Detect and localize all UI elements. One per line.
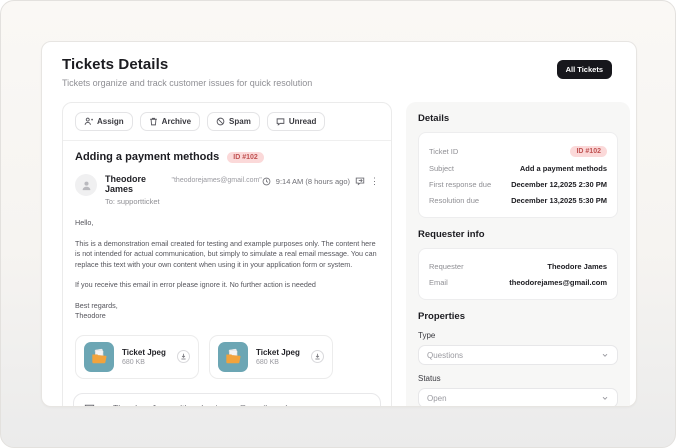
requester-row-email: Email theodorejames@gmail.com <box>429 274 607 290</box>
status-value: Open <box>427 393 447 403</box>
assign-label: Assign <box>97 117 124 126</box>
attachment-meta: Ticket Jpeg 680 KB <box>256 348 303 366</box>
status-label: Status <box>418 374 441 383</box>
properties-section-title: Properties <box>418 311 465 322</box>
attachments-row: Ticket Jpeg 680 KB Ticket Jpeg <box>63 322 391 379</box>
details-panel: Details Ticket ID ID #102 Subject Add a … <box>406 102 630 406</box>
reply-mode-icon[interactable] <box>84 403 95 406</box>
email-signoff-1: Best regards, <box>75 300 118 310</box>
details-section-title: Details <box>418 113 450 124</box>
email-greeting: Hello, <box>75 218 94 227</box>
type-select[interactable]: Questions <box>418 345 618 365</box>
card-header: Tickets Details Tickets organize and tra… <box>42 42 636 94</box>
tickets-details-card: Tickets Details Tickets organize and tra… <box>41 41 637 407</box>
download-icon[interactable] <box>311 350 324 363</box>
email-thread-panel: Assign Archive Spam <box>62 102 392 406</box>
detail-row-first-response: First response due December 12,2025 2:30… <box>429 176 607 192</box>
email-body: Hello, This is a demonstration email cre… <box>63 206 391 322</box>
reply-compose-box[interactable]: Theodore James (theodorejames@gmail.com)… <box>73 392 381 406</box>
folder-files-icon <box>226 348 241 363</box>
reply-icon[interactable] <box>355 176 365 186</box>
row-label: Ticket ID <box>429 146 459 156</box>
attachment-meta: Ticket Jpeg 680 KB <box>122 348 169 366</box>
subject-row: Adding a payment methods ID #102 <box>63 141 391 165</box>
page-subtitle: Tickets organize and track customer issu… <box>62 78 313 88</box>
status-select[interactable]: Open <box>418 388 618 406</box>
content-row: Assign Archive Spam <box>42 94 636 406</box>
page-title: Tickets Details <box>62 56 169 73</box>
email-paragraph-2: If you receive this email in error pleas… <box>75 280 316 289</box>
row-label: First response due <box>429 179 492 189</box>
chevron-down-icon <box>601 394 609 402</box>
thread-toolbar: Assign Archive Spam <box>63 103 391 140</box>
row-label: Resolution due <box>429 195 480 205</box>
to-line: To: supportticket <box>105 197 160 206</box>
attachment-thumbnail-icon <box>218 341 248 372</box>
person-icon <box>82 181 90 190</box>
row-value: December 13,2025 5:30 PM <box>511 195 607 205</box>
unread-button[interactable]: Unread <box>266 112 326 131</box>
email-subject: Adding a payment methods <box>75 151 220 163</box>
mail-meta: 9:14 AM (8 hours ago) ⋮ <box>262 176 379 186</box>
row-label: Requester <box>429 261 464 271</box>
unread-message-icon <box>276 117 285 126</box>
sender-avatar <box>75 174 97 196</box>
download-icon[interactable] <box>177 350 190 363</box>
attachment-size: 680 KB <box>122 358 145 366</box>
attachment-name: Ticket Jpeg <box>122 347 166 357</box>
chevron-down-icon[interactable] <box>100 404 108 406</box>
sender-name: Theodore James <box>105 174 147 194</box>
requester-rows-card: Requester Theodore James Email theodorej… <box>418 248 618 300</box>
compose-header: Theodore James (theodorejames@gmail.com) <box>74 394 380 406</box>
detail-row-subject: Subject Add a payment methods <box>429 160 607 176</box>
spam-block-icon <box>216 117 225 126</box>
type-value: Questions <box>427 350 464 360</box>
folder-files-icon <box>92 348 107 363</box>
row-label: Subject <box>429 163 455 173</box>
clock-icon <box>262 177 271 186</box>
assign-button[interactable]: Assign <box>75 112 133 131</box>
detail-row-resolution: Resolution due December 13,2025 5:30 PM <box>429 192 607 208</box>
ticket-id-badge: ID #102 <box>570 145 607 157</box>
email-paragraph-1: This is a demonstration email created fo… <box>75 238 377 269</box>
attachment-card[interactable]: Ticket Jpeg 680 KB <box>209 334 333 379</box>
toolbar-divider <box>63 140 391 141</box>
email-signoff-2: Theodore <box>75 311 106 320</box>
ticket-id-badge: ID #102 <box>227 151 264 163</box>
assign-person-icon <box>84 117 93 126</box>
row-value: December 12,2025 2:30 PM <box>511 179 607 189</box>
row-value: theodorejames@gmail.com <box>509 277 607 287</box>
chevron-down-icon <box>601 351 609 359</box>
attachment-name: Ticket Jpeg <box>256 347 300 357</box>
row-label: Email <box>429 277 448 287</box>
archive-trash-icon <box>149 117 158 126</box>
attachment-thumbnail-icon <box>84 341 114 372</box>
archive-label: Archive <box>161 117 192 126</box>
attachment-card[interactable]: Ticket Jpeg 680 KB <box>75 334 199 379</box>
requester-section-title: Requester info <box>418 229 485 240</box>
row-value: Add a payment methods <box>519 163 607 173</box>
more-options-icon[interactable]: ⋮ <box>370 175 379 186</box>
compose-from-line: Theodore James (theodorejames@gmail.com) <box>113 403 288 406</box>
spam-label: Spam <box>229 117 251 126</box>
sender-email: "theodorejames@gmail.com" <box>171 177 262 184</box>
all-tickets-button[interactable]: All Tickets <box>556 60 612 79</box>
sender-row: Theodore James "theodorejames@gmail.com"… <box>63 165 391 206</box>
row-value: Theodore James <box>547 261 607 271</box>
attachment-size: 680 KB <box>256 358 279 366</box>
requester-row-name: Requester Theodore James <box>429 258 607 274</box>
sender-info: Theodore James "theodorejames@gmail.com"… <box>105 174 262 206</box>
email-timestamp: 9:14 AM (8 hours ago) <box>275 176 350 186</box>
spam-button[interactable]: Spam <box>207 112 260 131</box>
unread-label: Unread <box>288 117 317 126</box>
type-label: Type <box>418 331 436 340</box>
detail-row-ticket-id: Ticket ID ID #102 <box>429 142 607 160</box>
details-rows-card: Ticket ID ID #102 Subject Add a payment … <box>418 132 618 218</box>
archive-button[interactable]: Archive <box>139 112 201 131</box>
